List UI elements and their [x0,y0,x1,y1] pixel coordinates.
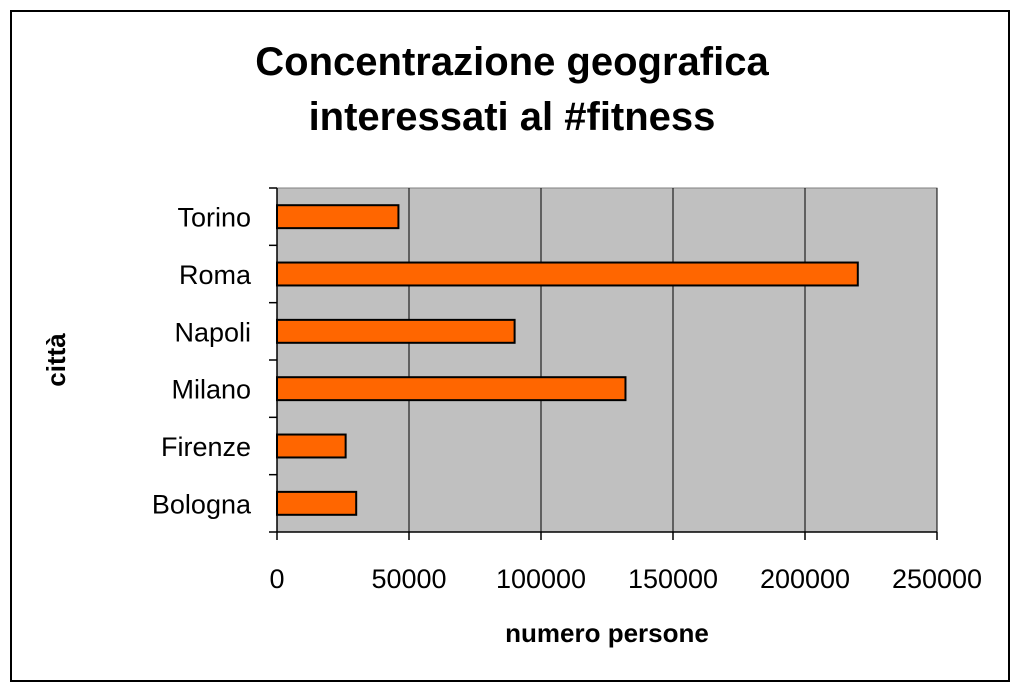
chart-title-line-2: interessati al #fitness [308,95,716,139]
bar-firenze [276,433,347,459]
y-tick-label-milano: Milano [171,375,251,405]
y-tick-label-napoli: Napoli [174,317,251,347]
y-tick-label-roma: Roma [179,260,252,290]
y-tick-label-torino: Torino [177,203,251,233]
bar-napoli [276,318,516,344]
x-tick-label-5: 250000 [892,564,982,594]
bar-torino [276,204,400,230]
x-tick-label-1: 50000 [371,564,446,594]
bar-milano [276,376,627,402]
x-tick-label-4: 200000 [760,564,850,594]
y-tick-label-bologna: Bologna [152,489,252,519]
chart-title-line-1: Concentrazione geografica [255,40,769,84]
bar-roma [276,261,859,287]
y-axis-label: città [41,333,71,387]
y-tick-label-firenze: Firenze [161,432,251,462]
x-axis-label: numero persone [505,618,709,648]
x-tick-label-2: 100000 [496,564,586,594]
plot-area [276,187,938,533]
bar-bologna [276,490,358,516]
x-tick-label-0: 0 [269,564,284,594]
x-tick-label-3: 150000 [628,564,718,594]
